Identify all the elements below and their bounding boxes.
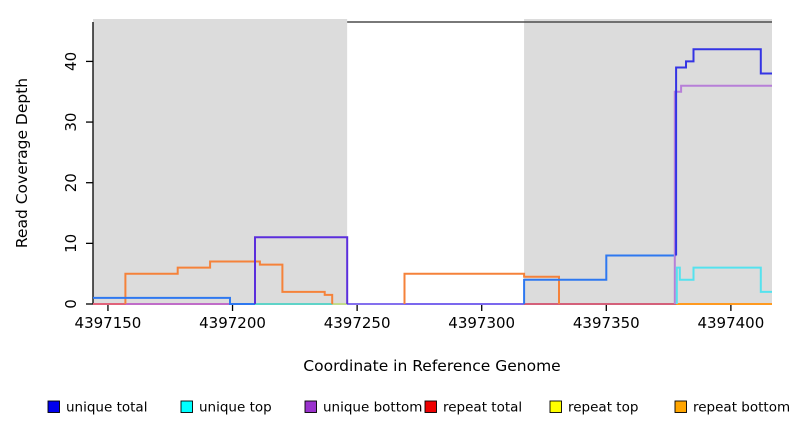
series-unique-total (93, 296, 255, 305)
series-unique-top (675, 266, 772, 304)
series-unique-bottom (673, 84, 772, 304)
legend-label: repeat total (443, 400, 522, 416)
legend-swatch-unique-top (180, 400, 193, 413)
y-tick-label: 0 (62, 299, 80, 309)
legend: unique total unique top unique bottom repea… (47, 400, 790, 416)
legend-label: repeat bottom (693, 400, 790, 416)
legend-label: repeat top (568, 400, 638, 416)
shaded-region-left (93, 19, 348, 304)
legend-swatch-repeat-total (424, 400, 437, 413)
legend-swatch-repeat-top (549, 400, 562, 413)
legend-label: unique total (66, 400, 147, 416)
legend-label: unique bottom (323, 400, 422, 416)
legend-item-repeat-top: repeat top (549, 400, 638, 416)
y-axis-title: Read Coverage Depth (13, 78, 31, 248)
legend-label: unique top (199, 400, 272, 416)
x-tick-label: 4397150 (75, 314, 142, 332)
legend-item-unique-total: unique total (47, 400, 147, 416)
x-tick-label: 4397200 (199, 314, 266, 332)
axes: 4397150 4397200 4397250 4397300 4397350 43974… (62, 22, 772, 332)
legend-item-repeat-total: repeat total (424, 400, 522, 416)
series-repeat-bottom (124, 260, 334, 304)
coverage-step-lines (93, 48, 772, 305)
legend-swatch-repeat-bottom (674, 400, 687, 413)
legend-swatch-unique-bottom (304, 400, 317, 413)
x-tick-label: 4397350 (573, 314, 640, 332)
y-tick-label: 20 (62, 173, 80, 192)
y-tick-label: 40 (62, 52, 80, 71)
x-tick-label: 4397250 (324, 314, 391, 332)
series-unique-total (254, 236, 349, 304)
y-tick-label: 10 (62, 234, 80, 253)
legend-item-unique-top: unique top (180, 400, 272, 416)
shaded-regions (93, 19, 772, 304)
legend-swatch-unique-total (47, 400, 60, 413)
shaded-region-right (524, 19, 772, 304)
legend-item-unique-bottom: unique bottom (304, 400, 422, 416)
series-unique-total (523, 254, 677, 304)
x-tick-label: 4397300 (448, 314, 515, 332)
series-unique-total (675, 48, 772, 256)
legend-item-repeat-bottom: repeat bottom (674, 400, 790, 416)
y-tick-label: 30 (62, 113, 80, 132)
x-tick-label: 4397400 (697, 314, 764, 332)
series-repeat-bottom (403, 272, 560, 304)
x-axis-title: Coordinate in Reference Genome (303, 357, 560, 375)
